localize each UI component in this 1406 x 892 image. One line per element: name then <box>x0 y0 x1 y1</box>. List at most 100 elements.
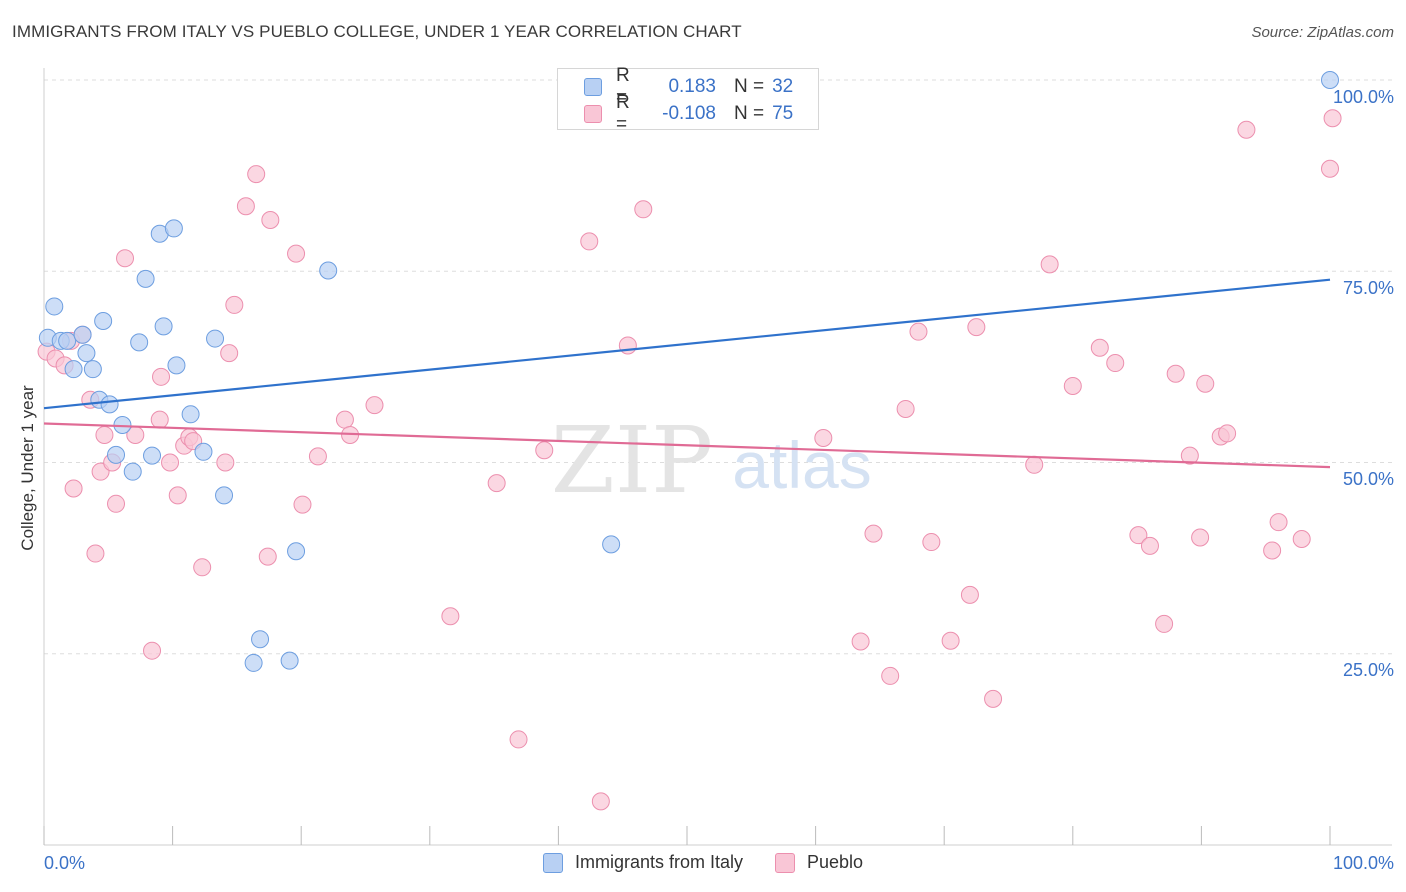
pueblo-point <box>851 632 870 651</box>
pueblo-point <box>107 494 126 513</box>
italy-point <box>45 297 64 316</box>
pueblo-point <box>984 689 1003 708</box>
n-value: 75 <box>772 103 794 124</box>
n-label: N = <box>734 76 765 97</box>
pueblo-point <box>261 210 280 229</box>
pueblo-point <box>168 486 187 505</box>
axes <box>43 68 1392 846</box>
grid-lines <box>44 79 1392 655</box>
pueblo-point <box>293 495 312 514</box>
pueblo-point <box>95 425 114 444</box>
italy-point <box>83 360 102 379</box>
x-tick-right: 100.0% <box>1332 853 1394 873</box>
pueblo-point <box>881 666 900 685</box>
pueblo-swatch <box>584 105 602 123</box>
pueblo-point <box>1180 446 1199 465</box>
legend-label-pueblo: Pueblo <box>806 852 864 872</box>
trend-lines <box>43 278 1331 469</box>
stats-row-pueblo: R = -0.108 N = 75 <box>584 92 794 135</box>
italy-point <box>100 395 119 414</box>
italy-point <box>154 317 173 336</box>
watermark-zip: ZIP <box>551 407 713 514</box>
pueblo-point <box>1218 424 1237 443</box>
pueblo-point <box>365 396 384 415</box>
n-label: N = <box>734 103 765 124</box>
pueblo-point <box>287 244 306 263</box>
italy-point <box>77 344 96 363</box>
italy-points <box>38 71 1339 672</box>
pueblo-point <box>1292 530 1311 548</box>
italy-point <box>280 651 299 670</box>
pueblo-point <box>909 322 928 341</box>
pueblo-point <box>922 533 941 552</box>
pueblo-point <box>591 792 610 811</box>
italy-point <box>123 462 142 481</box>
pueblo-point <box>1191 528 1210 547</box>
italy-point <box>94 311 113 330</box>
pueblo-legend-swatch <box>774 852 795 873</box>
y-tick-75: 75.0% <box>1342 278 1394 298</box>
r-label: R = <box>616 65 630 108</box>
italy-point <box>287 542 306 561</box>
pueblo-point <box>1269 513 1288 532</box>
pueblo-point <box>1155 614 1174 633</box>
pueblo-point <box>308 447 327 466</box>
chart-title: IMMIGRANTS FROM ITALY VS PUEBLO COLLEGE,… <box>12 22 742 41</box>
italy-point <box>136 269 155 288</box>
pueblo-point <box>193 558 212 577</box>
pueblo-point <box>220 344 239 363</box>
y-tick-25: 25.0% <box>1342 660 1394 680</box>
pueblo-point <box>814 429 833 448</box>
y-tick-100: 100.0% <box>1332 87 1394 107</box>
pueblo-point <box>161 453 180 472</box>
legend-item-pueblo[interactable]: Pueblo <box>774 852 864 873</box>
italy-point <box>194 442 213 461</box>
italy-point <box>167 356 186 375</box>
pueblo-point <box>150 410 169 429</box>
italy-point <box>181 405 200 424</box>
pueblo-point <box>1025 455 1044 474</box>
y-axis-label: College, Under 1 year <box>18 385 37 551</box>
n-value: 32 <box>772 76 794 97</box>
pueblo-point <box>258 547 277 566</box>
italy-point <box>64 360 83 379</box>
legend-item-italy[interactable]: Immigrants from Italy <box>542 852 743 873</box>
italy-legend-swatch <box>542 852 563 873</box>
italy-trend-line <box>43 278 1331 410</box>
pueblo-point <box>152 367 171 386</box>
pueblo-trend-line <box>43 422 1331 469</box>
watermark: ZIP atlas <box>551 407 872 514</box>
italy-point <box>107 445 126 464</box>
italy-point <box>244 653 263 672</box>
pueblo-point <box>1040 255 1059 274</box>
legend-label-italy: Immigrants from Italy <box>574 852 743 872</box>
italy-point <box>58 331 77 350</box>
pueblo-point <box>487 474 506 493</box>
pueblo-point <box>335 410 354 429</box>
watermark-atlas: atlas <box>732 428 871 502</box>
pueblo-point <box>896 399 915 418</box>
pueblo-point <box>225 295 244 314</box>
pueblo-point <box>967 318 986 337</box>
italy-swatch <box>584 78 602 96</box>
r-value: -0.108 <box>662 103 716 124</box>
italy-point <box>130 333 149 352</box>
pueblo-point <box>143 641 162 660</box>
stats-row-italy: R = 0.183 N = 32 <box>584 65 794 108</box>
r-label: R = <box>616 92 630 135</box>
pueblo-point <box>1196 374 1215 393</box>
pueblo-point <box>216 453 235 472</box>
pueblo-point <box>1323 109 1342 128</box>
pueblo-point <box>1263 541 1282 560</box>
stats-legend: R = 0.183 N = 32 R = -0.108 N = 75 <box>557 65 819 135</box>
italy-point <box>1321 71 1339 89</box>
pueblo-point <box>116 249 135 268</box>
pueblo-point <box>960 585 979 604</box>
series-legend: Immigrants from Italy Pueblo <box>0 852 1406 873</box>
italy-point <box>215 486 234 505</box>
pueblo-point <box>247 165 266 184</box>
pueblo-point <box>580 232 599 251</box>
pueblo-point <box>535 441 554 460</box>
italy-point <box>602 535 621 554</box>
